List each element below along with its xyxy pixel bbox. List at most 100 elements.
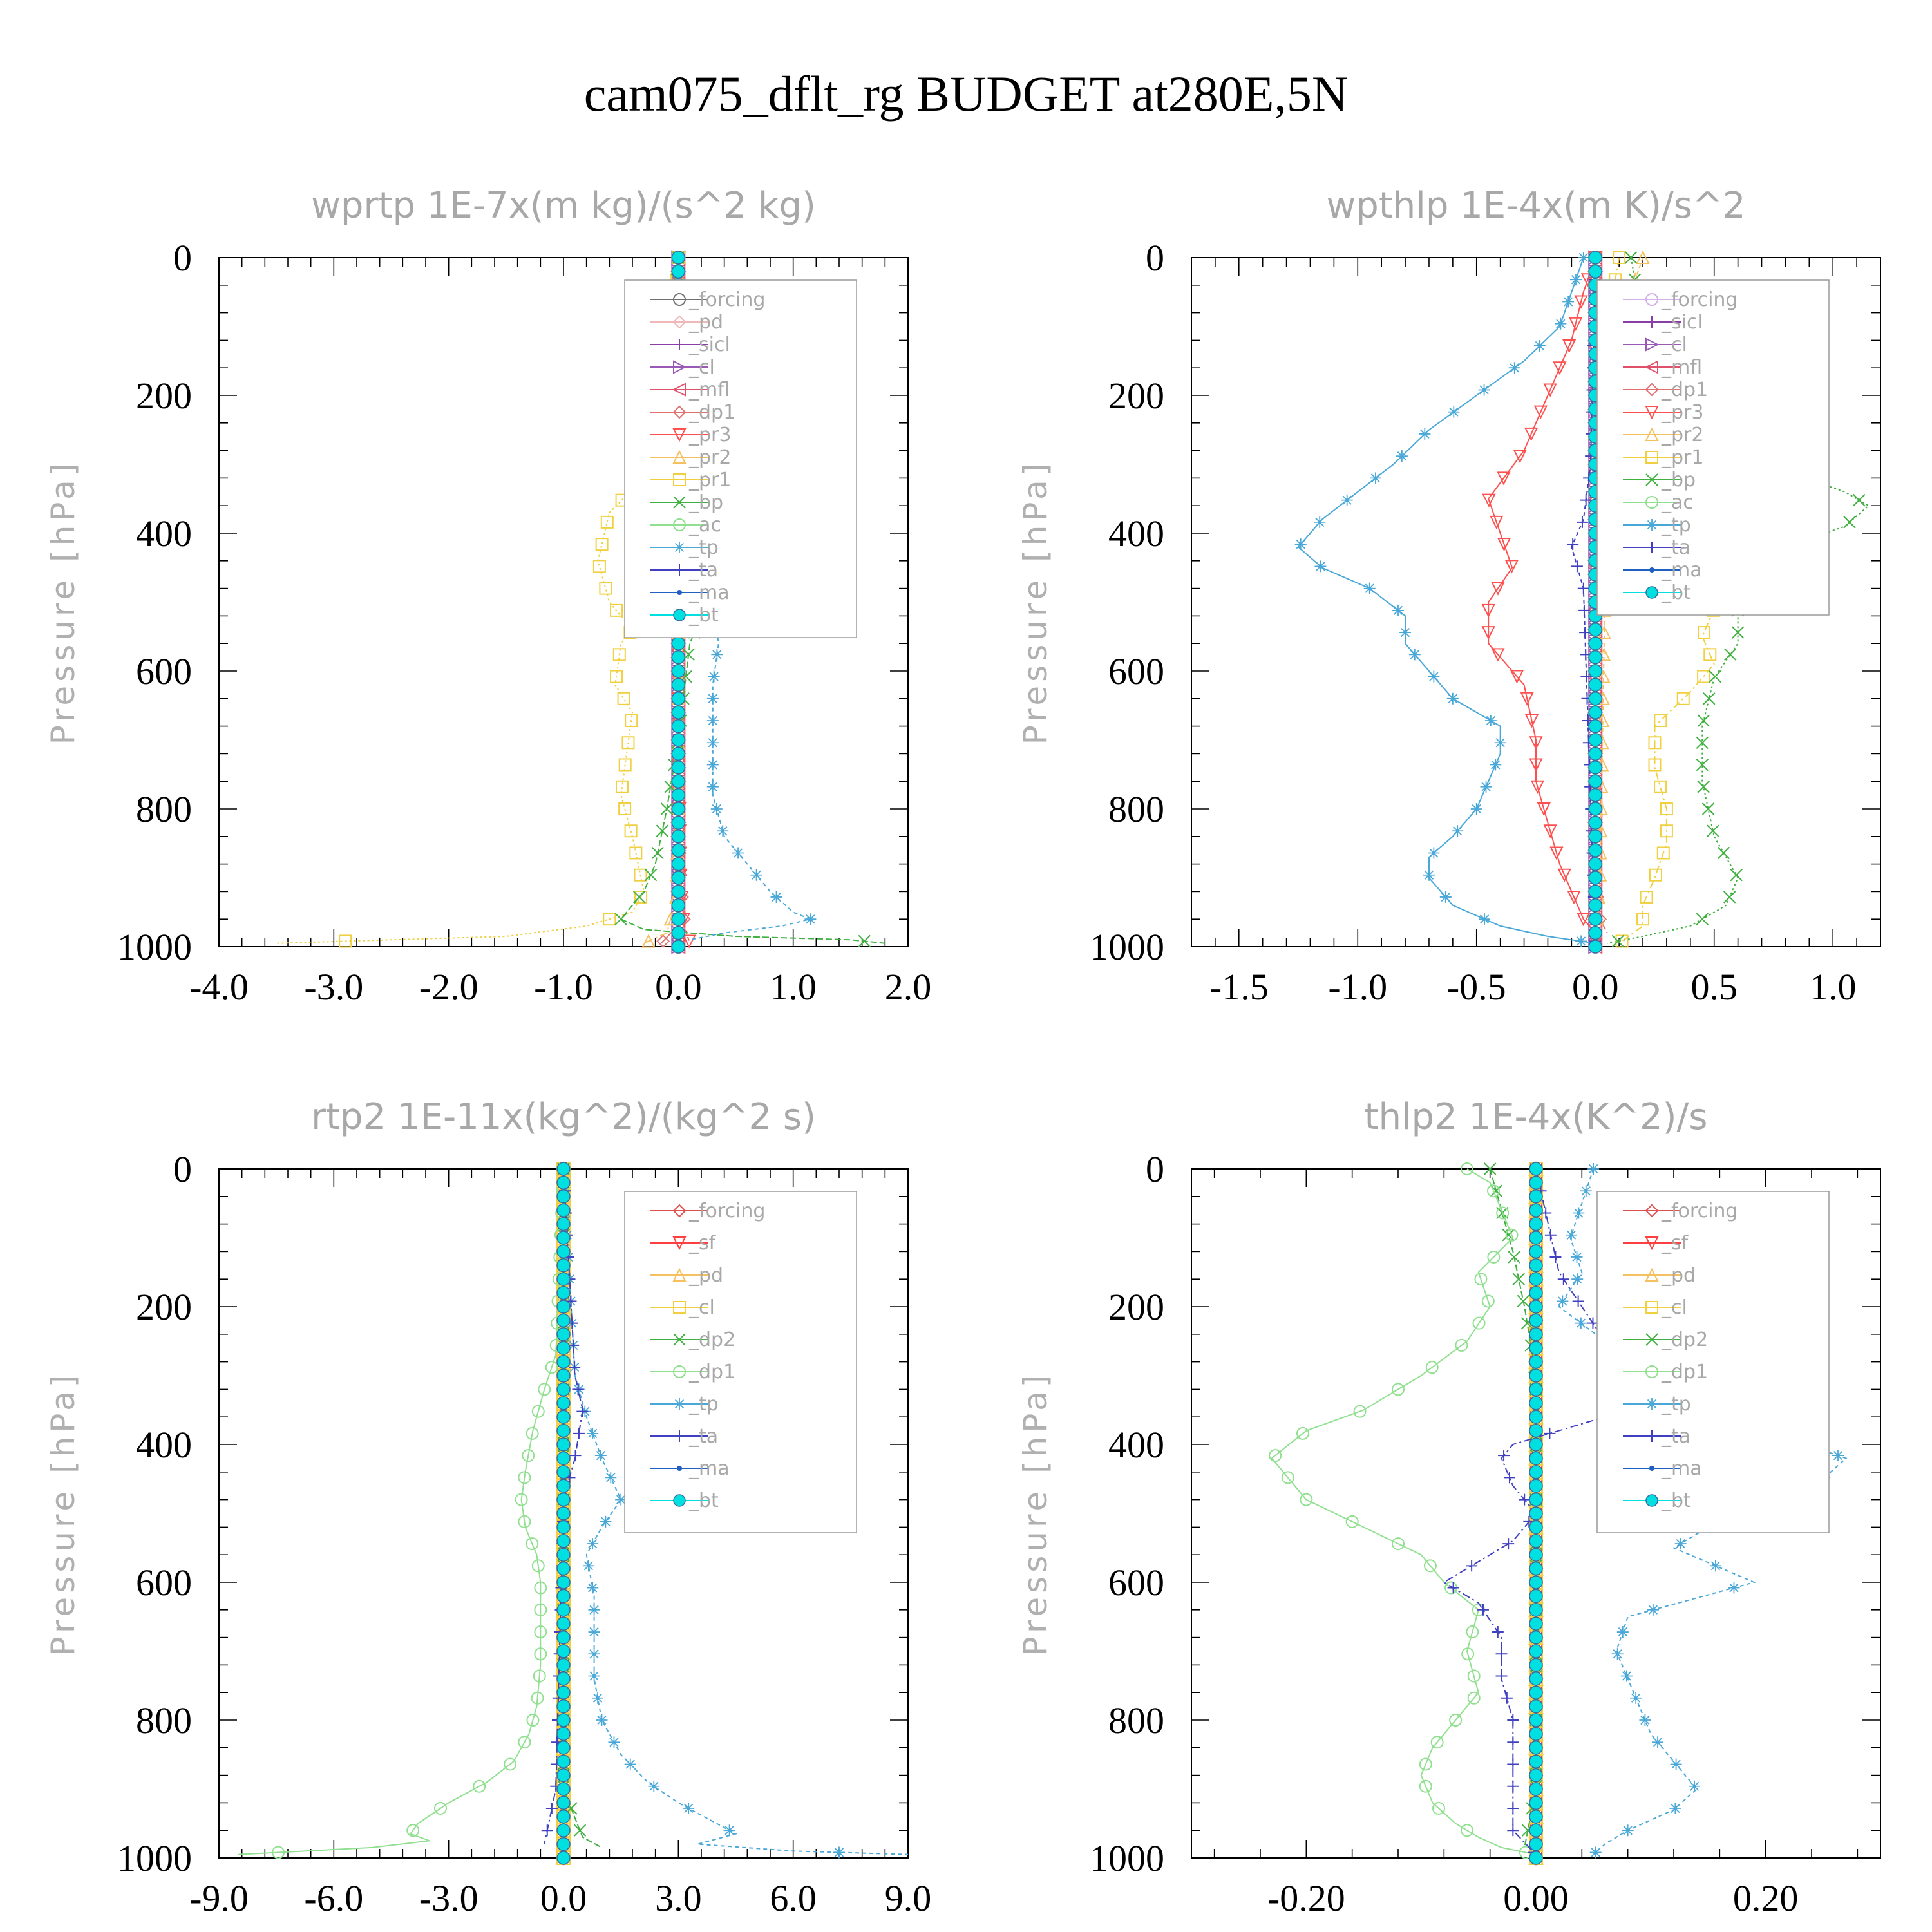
data-point [618,802,632,815]
data-point [1588,815,1602,830]
data-point [1490,759,1502,771]
data-point [556,1768,571,1783]
legend-entry: _pd [650,1264,723,1287]
legend-entry: _dp1 [650,401,735,424]
data-point [770,891,782,903]
legend-marker [673,496,686,509]
data-point [1481,1294,1495,1308]
data-point [1577,252,1589,263]
data-point [682,934,696,949]
data-point [671,940,686,954]
legend-entry: _sf [650,1232,717,1255]
data-point [1669,1802,1681,1814]
legend-marker [1645,451,1658,464]
data-point [1647,1604,1659,1616]
legend-entry: _mfl [1623,356,1702,379]
data-point [1529,1616,1543,1631]
data-point [1428,670,1440,683]
data-point [522,1449,535,1463]
panels: wprtp 1E-7x(m kg)/(s^2 kg) Pressure [hPa]… [44,185,1881,1919]
data-point [671,664,686,678]
data-point [1529,736,1543,750]
data-point [576,1405,589,1417]
data-point [750,869,762,881]
data-point [1529,1575,1543,1589]
legend: _forcing _sf _pd _cl _dp2 _dp1 _tp _ta _ma _bt [1596,1191,1830,1533]
series_dp1 [1269,1162,1537,1859]
data-point [1654,780,1667,793]
data-point [1501,1692,1513,1704]
data-point [1474,1273,1488,1286]
data-point [1529,1244,1543,1259]
data-point [1529,1837,1543,1852]
data-point [1557,868,1571,882]
data-point [1269,1449,1282,1463]
data-point [556,1258,571,1273]
data-point [671,677,686,692]
data-point [556,1479,571,1493]
data-point [1484,715,1497,727]
data-point [1314,516,1326,528]
series_pr1 [276,251,685,948]
legend-label: _cl [688,1296,715,1319]
data-point [556,1520,571,1535]
data-point [545,1361,558,1374]
data-point [625,714,638,728]
data-point [634,890,648,904]
legend-entry: _sf [1623,1232,1689,1255]
y-tick-label: 800 [136,1700,192,1741]
y-tick-label: 200 [1108,1286,1164,1328]
data-point [1697,670,1710,683]
data-point [656,934,670,948]
data-point [1495,1670,1508,1682]
legend-entry: _bt [650,604,719,627]
data-point [1696,758,1709,772]
data-point [1689,1780,1701,1792]
data-point [1529,1810,1543,1824]
legend-entry: _cl [1623,334,1687,356]
y-tick-label: 0 [173,237,192,279]
legend-entry: _dp1 [650,1361,735,1383]
data-point [1578,604,1590,616]
legend-entry: _pr2 [650,446,731,469]
data-point [804,913,817,925]
data-point [1555,317,1567,330]
legend-marker [674,542,685,553]
data-point [660,802,674,815]
data-point [1392,604,1404,616]
x-tick-label: -3.0 [304,966,363,1008]
legend-label: _forcing [688,1200,765,1222]
data-point [272,1846,285,1859]
data-point [556,1410,571,1424]
data-point [671,912,686,926]
data-point [671,925,686,940]
data-point [473,1779,486,1793]
data-point [1588,829,1602,844]
data-point [1549,1251,1562,1263]
data-point [556,1658,571,1672]
legend-entry: _sicl [1623,311,1703,334]
legend-marker [1645,293,1658,306]
data-point [1656,846,1670,860]
data-point [1507,1802,1519,1814]
data-point [1553,361,1567,375]
data-point [582,1560,594,1572]
data-point [1544,1427,1556,1439]
data-point [717,825,729,837]
y-tick-label: 800 [1108,1700,1164,1741]
data-point [1544,1229,1557,1241]
data-point [1674,1538,1687,1550]
y-tick-label: 1000 [1090,926,1164,968]
data-point [723,1824,735,1837]
data-point [534,1581,547,1595]
data-point [1529,1423,1543,1438]
legend-entry: _tp [650,536,719,559]
data-point [556,1672,571,1686]
legend-marker [672,383,686,397]
data-point [614,913,627,925]
data-point [556,1341,571,1355]
series-group [1269,1160,1848,1866]
data-point [588,1604,600,1616]
y-tick-label: 0 [1146,237,1164,279]
legend-entry: _bt [1623,1490,1691,1512]
